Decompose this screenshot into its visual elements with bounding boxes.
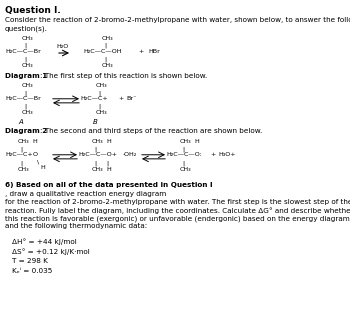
Text: H: H (40, 165, 45, 170)
Text: |: | (98, 104, 100, 110)
Text: |: | (106, 160, 108, 166)
Text: HBr: HBr (148, 49, 160, 54)
Text: CH₃: CH₃ (180, 139, 191, 144)
Text: |: | (24, 43, 26, 49)
Text: CH₃: CH₃ (22, 63, 34, 68)
Text: H: H (32, 139, 37, 144)
Text: |: | (94, 146, 96, 152)
Text: ΔS° = +0.12 kJ/K·mol: ΔS° = +0.12 kJ/K·mol (12, 248, 90, 255)
Text: CH₃: CH₃ (18, 139, 30, 144)
Text: H₂C—C+: H₂C—C+ (5, 152, 33, 157)
Text: CH₃: CH₃ (96, 110, 108, 115)
Text: +: + (138, 49, 143, 54)
Text: H₂O: H₂O (56, 44, 68, 49)
Text: Br⁻: Br⁻ (126, 96, 136, 101)
Text: : The first step of this reaction is shown below.: : The first step of this reaction is sho… (40, 73, 207, 79)
Text: H: H (106, 139, 111, 144)
Text: Kₑⁱ = 0.035: Kₑⁱ = 0.035 (12, 268, 52, 274)
Text: H: H (106, 167, 111, 172)
Text: CH₃: CH₃ (92, 139, 104, 144)
Text: Diagram 2: Diagram 2 (5, 128, 47, 134)
Text: CH₃: CH₃ (92, 167, 104, 172)
Text: CH₃: CH₃ (102, 63, 114, 68)
Text: |: | (94, 160, 96, 166)
Text: Question I.: Question I. (5, 6, 61, 15)
Text: H₂C—C+: H₂C—C+ (80, 96, 108, 101)
Text: CH₃: CH₃ (22, 83, 34, 88)
Text: H₂C—C—O:: H₂C—C—O: (166, 152, 202, 157)
Text: CH₃: CH₃ (180, 167, 191, 172)
Text: reaction. Fully label the diagram, including the coordinates. Calculate ΔG° and : reaction. Fully label the diagram, inclu… (5, 207, 350, 214)
Text: CH₃: CH₃ (102, 36, 114, 41)
Text: this reaction is favorable (exergonic) or unfavorable (endergonic) based on the : this reaction is favorable (exergonic) o… (5, 215, 350, 221)
Text: |: | (182, 146, 184, 152)
Text: +: + (118, 96, 123, 101)
Text: |: | (20, 160, 22, 166)
Text: H₂C—C—OH: H₂C—C—OH (83, 49, 121, 54)
Text: H₂C—C—Br: H₂C—C—Br (5, 96, 41, 101)
Text: Diagram 1: Diagram 1 (5, 73, 47, 79)
Text: ·OH₂: ·OH₂ (122, 152, 136, 157)
Text: H₂C—C—O+: H₂C—C—O+ (78, 152, 117, 157)
Text: A: A (18, 119, 23, 125)
Text: Consider the reaction of 2-bromo-2-methylpropane with water, shown below, to ans: Consider the reaction of 2-bromo-2-methy… (5, 17, 350, 23)
Text: |: | (24, 104, 26, 110)
Text: CH₃: CH₃ (18, 167, 30, 172)
Text: H₂C—C—Br: H₂C—C—Br (5, 49, 41, 54)
Text: T = 298 K: T = 298 K (12, 258, 48, 264)
Text: B: B (93, 119, 98, 125)
Text: |: | (98, 90, 100, 96)
Text: CH₃: CH₃ (96, 83, 108, 88)
Text: |: | (24, 90, 26, 96)
Text: |: | (104, 57, 106, 63)
Text: O: O (33, 152, 38, 157)
Text: 6) Based on all of the data presented in Question I: 6) Based on all of the data presented in… (5, 182, 213, 188)
Text: H₃O+: H₃O+ (218, 152, 236, 157)
Text: |: | (104, 43, 106, 49)
Text: |: | (182, 160, 184, 166)
Text: , draw a qualitative reaction energy diagram: , draw a qualitative reaction energy dia… (5, 191, 166, 197)
Text: question(s).: question(s). (5, 25, 48, 32)
Text: +: + (210, 152, 215, 157)
Text: |: | (24, 57, 26, 63)
Text: \: \ (37, 159, 39, 164)
Text: CH₃: CH₃ (22, 36, 34, 41)
Text: for the reaction of 2-bromo-2-methylpropane with water. The first step is the sl: for the reaction of 2-bromo-2-methylprop… (5, 199, 350, 205)
Text: : The second and third steps of the reaction are shown below.: : The second and third steps of the reac… (40, 128, 262, 134)
Text: CH₃: CH₃ (22, 110, 34, 115)
Text: |: | (20, 146, 22, 152)
Text: H: H (194, 139, 199, 144)
Text: ΔH° = +44 kJ/mol: ΔH° = +44 kJ/mol (12, 238, 77, 245)
Text: and the following thermodynamic data:: and the following thermodynamic data: (5, 223, 147, 229)
